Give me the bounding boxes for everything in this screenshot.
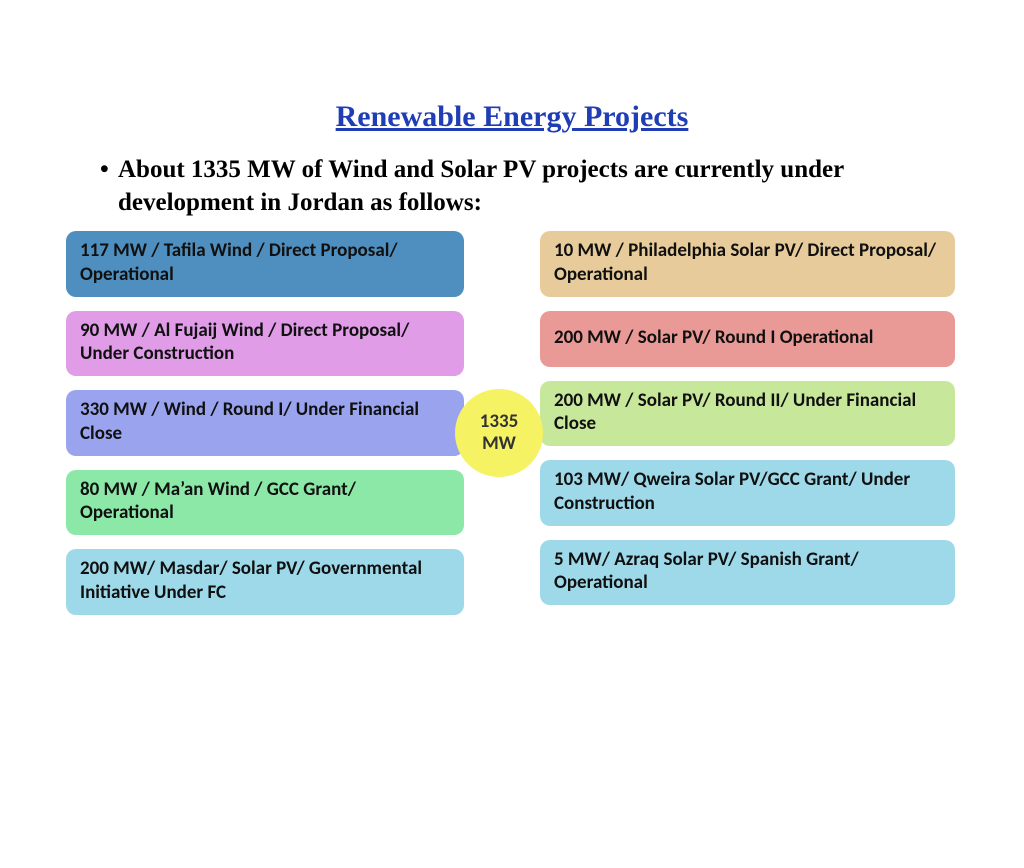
left-column: 117 MW / Tafila Wind / Direct Proposal/ …	[66, 231, 464, 629]
bullet-icon: •	[100, 154, 109, 187]
project-label: 200 MW / Solar PV/ Round II/ Under Finan…	[554, 389, 941, 437]
right-column: 10 MW / Philadelphia Solar PV/ Direct Pr…	[540, 231, 955, 619]
page-title: Renewable Energy Projects	[0, 100, 1024, 134]
project-label: 10 MW / Philadelphia Solar PV/ Direct Pr…	[554, 239, 941, 287]
project-label: 5 MW/ Azraq Solar PV/ Spanish Grant/ Ope…	[554, 548, 941, 596]
project-label: 80 MW / Ma’an Wind / GCC Grant/ Operatio…	[80, 478, 450, 526]
total-unit: MW	[482, 433, 516, 455]
total-value: 1335	[480, 411, 519, 433]
project-card: 200 MW/ Masdar/ Solar PV/ Governmental I…	[66, 549, 464, 615]
project-card: 90 MW / Al Fujaij Wind / Direct Proposal…	[66, 311, 464, 377]
total-badge: 1335 MW	[455, 389, 543, 477]
project-card: 10 MW / Philadelphia Solar PV/ Direct Pr…	[540, 231, 955, 297]
intro-content: About 1335 MW of Wind and Solar PV proje…	[100, 154, 924, 219]
project-card: 5 MW/ Azraq Solar PV/ Spanish Grant/ Ope…	[540, 540, 955, 606]
project-card: 200 MW / Solar PV/ Round II/ Under Finan…	[540, 381, 955, 447]
project-label: 103 MW/ Qweira Solar PV/GCC Grant/ Under…	[554, 468, 941, 516]
project-label: 117 MW / Tafila Wind / Direct Proposal/ …	[80, 239, 450, 287]
project-label: 200 MW / Solar PV/ Round I Operational	[554, 326, 873, 350]
project-card: 103 MW/ Qweira Solar PV/GCC Grant/ Under…	[540, 460, 955, 526]
project-card: 80 MW / Ma’an Wind / GCC Grant/ Operatio…	[66, 470, 464, 536]
project-card: 200 MW / Solar PV/ Round I Operational	[540, 311, 955, 367]
project-label: 200 MW/ Masdar/ Solar PV/ Governmental I…	[80, 557, 450, 605]
project-card: 117 MW / Tafila Wind / Direct Proposal/ …	[66, 231, 464, 297]
intro-text: • About 1335 MW of Wind and Solar PV pro…	[0, 154, 1024, 219]
project-card: 330 MW / Wind / Round I/ Under Financial…	[66, 390, 464, 456]
project-label: 330 MW / Wind / Round I/ Under Financial…	[80, 398, 450, 446]
project-label: 90 MW / Al Fujaij Wind / Direct Proposal…	[80, 319, 450, 367]
